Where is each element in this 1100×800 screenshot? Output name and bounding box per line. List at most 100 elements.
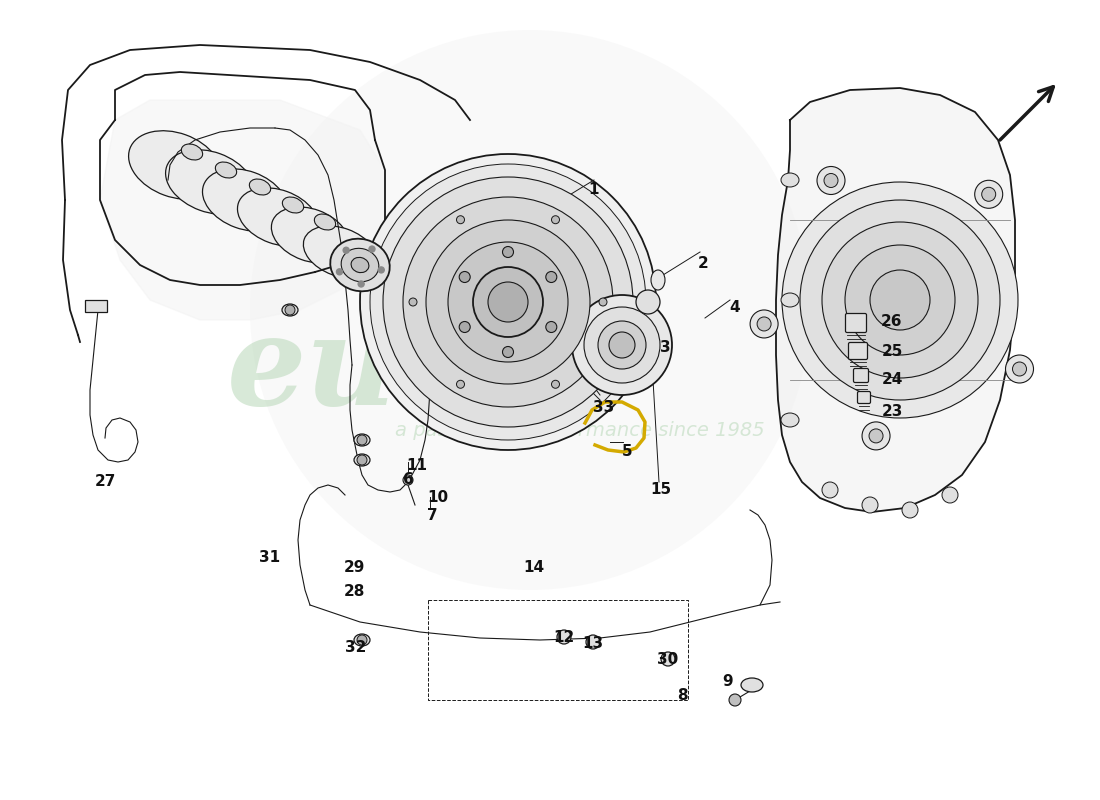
Circle shape: [975, 180, 1003, 208]
Circle shape: [368, 246, 375, 252]
Text: 28: 28: [343, 585, 365, 599]
Circle shape: [584, 307, 660, 383]
Circle shape: [343, 247, 349, 254]
Circle shape: [358, 435, 367, 445]
Circle shape: [546, 322, 557, 333]
Circle shape: [869, 429, 883, 443]
Circle shape: [902, 502, 918, 518]
Circle shape: [456, 380, 464, 388]
Text: 14: 14: [524, 561, 544, 575]
Ellipse shape: [182, 144, 202, 160]
Circle shape: [370, 164, 646, 440]
Circle shape: [378, 267, 384, 273]
Circle shape: [503, 246, 514, 258]
Ellipse shape: [304, 226, 376, 278]
Circle shape: [456, 216, 464, 224]
Circle shape: [845, 245, 955, 355]
Circle shape: [942, 487, 958, 503]
Text: 23: 23: [881, 405, 903, 419]
Text: 26: 26: [881, 314, 903, 330]
Ellipse shape: [166, 150, 254, 214]
Circle shape: [1012, 362, 1026, 376]
Ellipse shape: [202, 169, 287, 231]
Ellipse shape: [354, 454, 370, 466]
Circle shape: [800, 200, 1000, 400]
Ellipse shape: [315, 214, 336, 230]
Circle shape: [359, 281, 364, 287]
Text: 30: 30: [658, 653, 679, 667]
Circle shape: [572, 295, 672, 395]
Ellipse shape: [351, 258, 369, 273]
Ellipse shape: [341, 248, 378, 282]
Circle shape: [817, 166, 845, 194]
Ellipse shape: [741, 678, 763, 692]
Text: 12: 12: [553, 630, 574, 646]
Circle shape: [551, 380, 560, 388]
FancyBboxPatch shape: [846, 314, 867, 333]
Text: 9: 9: [723, 674, 734, 690]
Circle shape: [661, 652, 675, 666]
Text: 27: 27: [95, 474, 116, 490]
Circle shape: [459, 271, 470, 282]
Circle shape: [1005, 355, 1034, 383]
Circle shape: [729, 694, 741, 706]
Circle shape: [822, 222, 978, 378]
Text: 15: 15: [650, 482, 672, 498]
Circle shape: [358, 455, 367, 465]
Circle shape: [782, 182, 1018, 418]
Ellipse shape: [238, 188, 319, 246]
Ellipse shape: [781, 413, 799, 427]
Ellipse shape: [354, 434, 370, 446]
Circle shape: [337, 269, 342, 275]
Circle shape: [383, 177, 632, 427]
Circle shape: [862, 497, 878, 513]
Text: 24: 24: [881, 373, 903, 387]
Circle shape: [870, 270, 930, 330]
Circle shape: [757, 317, 771, 331]
Text: 3: 3: [660, 339, 670, 354]
FancyBboxPatch shape: [858, 391, 870, 403]
Text: 33: 33: [593, 399, 615, 414]
Circle shape: [409, 298, 417, 306]
Circle shape: [636, 290, 660, 314]
FancyBboxPatch shape: [854, 369, 869, 382]
FancyBboxPatch shape: [85, 300, 107, 312]
Ellipse shape: [129, 130, 221, 199]
Ellipse shape: [330, 238, 389, 291]
Ellipse shape: [272, 207, 349, 263]
Circle shape: [358, 635, 367, 645]
Text: europ: europ: [227, 310, 634, 430]
Text: 25: 25: [881, 345, 903, 359]
Text: 2: 2: [697, 255, 708, 270]
Circle shape: [862, 422, 890, 450]
Ellipse shape: [781, 173, 799, 187]
Ellipse shape: [283, 197, 304, 213]
Circle shape: [459, 322, 470, 333]
Ellipse shape: [282, 304, 298, 316]
Text: 6: 6: [403, 473, 414, 487]
Circle shape: [403, 197, 613, 407]
Circle shape: [426, 220, 590, 384]
Circle shape: [285, 305, 295, 315]
Ellipse shape: [354, 634, 370, 646]
Text: 5: 5: [621, 445, 632, 459]
Circle shape: [600, 298, 607, 306]
Text: 10: 10: [428, 490, 449, 506]
Text: 29: 29: [343, 561, 365, 575]
Text: 7: 7: [427, 507, 438, 522]
Circle shape: [403, 475, 412, 485]
Circle shape: [598, 321, 646, 369]
FancyBboxPatch shape: [848, 342, 868, 359]
Circle shape: [546, 271, 557, 282]
Ellipse shape: [651, 270, 666, 290]
Circle shape: [488, 282, 528, 322]
Circle shape: [448, 242, 568, 362]
Text: 4: 4: [729, 301, 740, 315]
Circle shape: [473, 267, 543, 337]
Text: 13: 13: [582, 635, 604, 650]
Text: a passion for performance since 1985: a passion for performance since 1985: [395, 421, 764, 439]
Circle shape: [586, 635, 600, 649]
Circle shape: [557, 630, 571, 644]
Text: 1: 1: [588, 182, 600, 198]
Text: 8: 8: [676, 687, 688, 702]
